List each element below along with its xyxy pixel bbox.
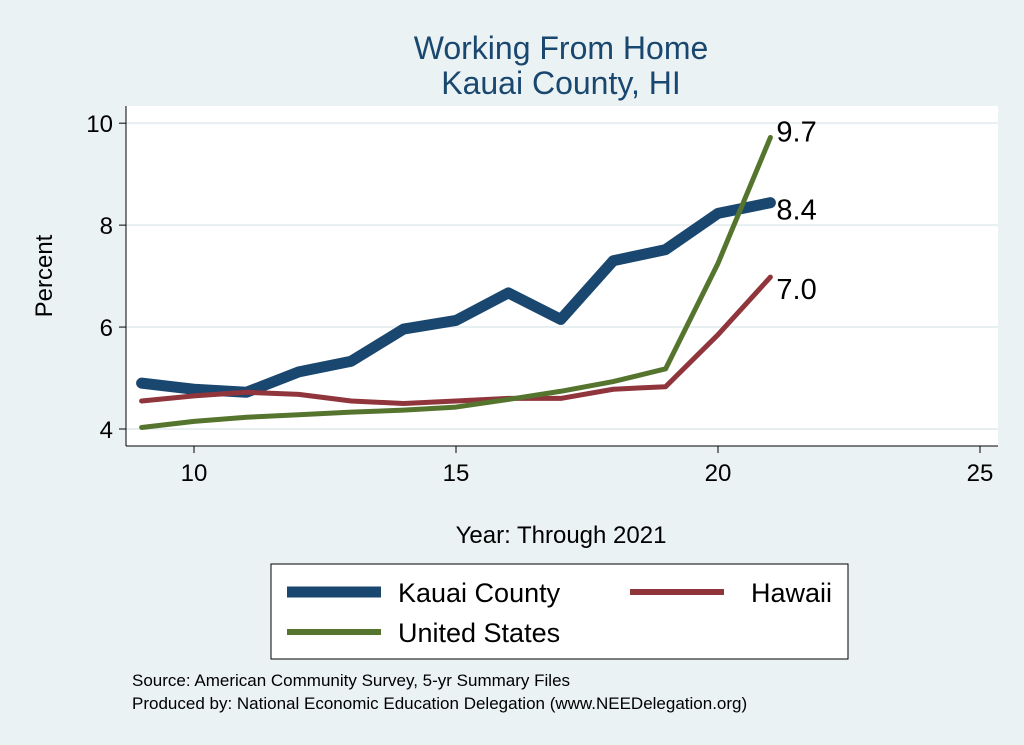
source-note: Source: American Community Survey, 5-yr … (132, 671, 570, 690)
series-line-hawaii (139, 274, 773, 407)
chart-subtitle: Kauai County, HI (441, 65, 681, 101)
y-ticks: 4 6 8 10 (86, 111, 126, 444)
series-layer (136, 134, 776, 430)
end-labels: 8.4 7.0 9.7 (776, 116, 816, 306)
produced-note: Produced by: National Economic Education… (132, 694, 747, 713)
legend-label-hawaii: Hawaii (751, 578, 832, 608)
y-tick-label-6: 6 (100, 315, 113, 342)
y-tick-label-8: 8 (100, 213, 113, 240)
x-tick-label-20: 20 (705, 460, 732, 487)
legend-item-hawaii: Hawaii (630, 578, 832, 608)
x-axis-label: Year: Through 2021 (456, 522, 667, 549)
series-line-united-states (139, 134, 773, 430)
legend-label-kauai: Kauai County (398, 578, 561, 608)
y-axis-label: Percent (31, 234, 58, 317)
legend-item-us: United States (287, 618, 560, 648)
y-tick-label-4: 4 (100, 417, 113, 444)
x-tick-label-25: 25 (967, 460, 994, 487)
x-tick-label-15: 15 (443, 460, 470, 487)
legend-label-us: United States (398, 618, 560, 648)
x-tick-label-10: 10 (181, 460, 208, 487)
legend-box (270, 563, 849, 660)
x-ticks: 10 15 20 25 (181, 446, 994, 487)
chart-title: Working From Home (414, 30, 709, 66)
end-label-united-states: 9.7 (776, 116, 816, 148)
grid-lines (126, 122, 998, 430)
end-label-kauai-county: 8.4 (776, 195, 816, 227)
y-tick-label-10: 10 (86, 111, 113, 138)
end-label-hawaii: 7.0 (776, 274, 816, 306)
legend-item-kauai: Kauai County (287, 578, 561, 608)
